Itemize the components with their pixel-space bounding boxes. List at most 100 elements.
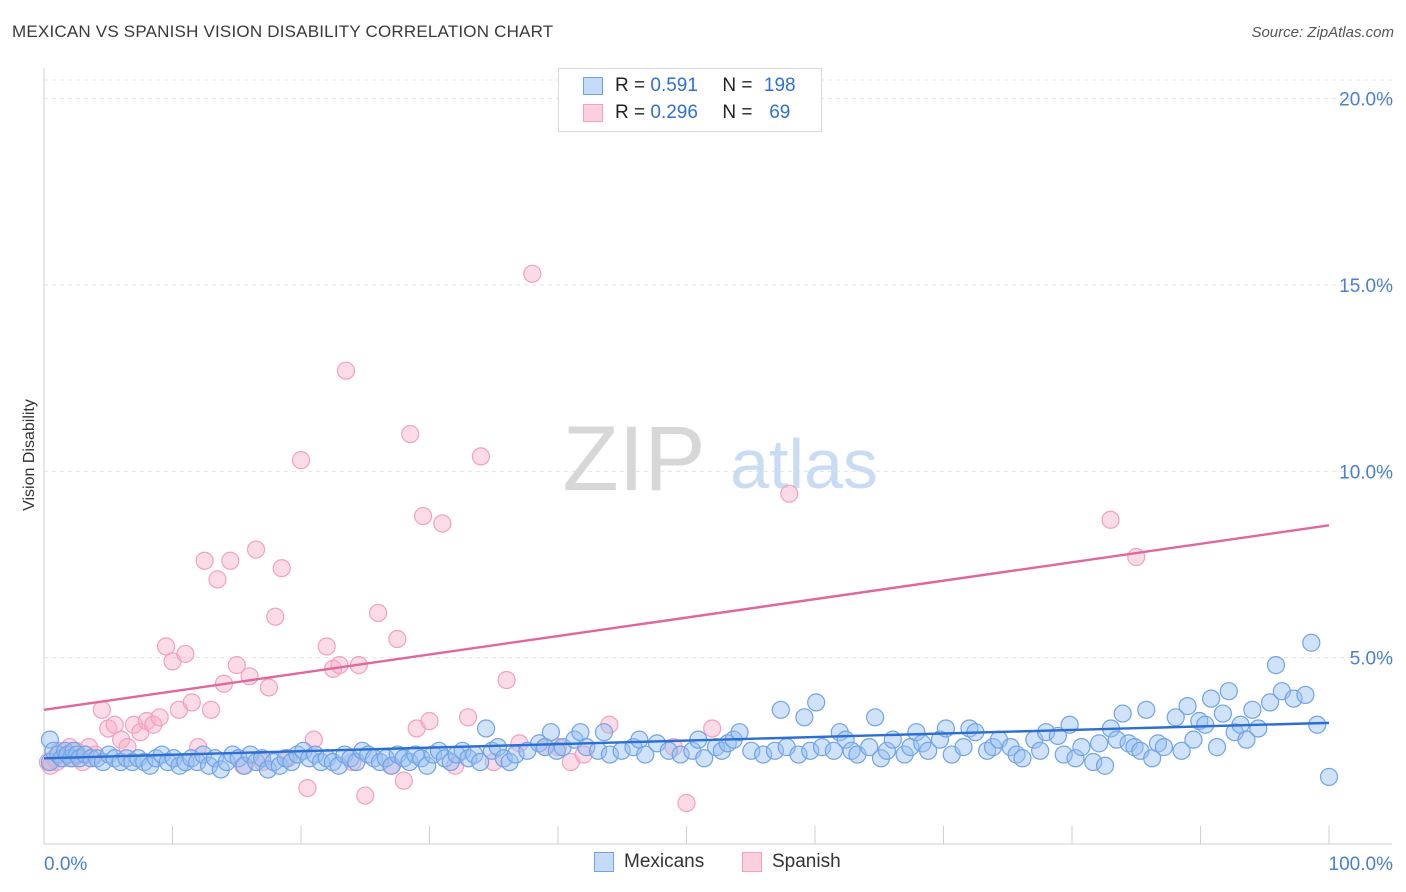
mexicans-point (860, 738, 879, 757)
spanish-point (227, 656, 246, 675)
mexicans-point (141, 756, 160, 775)
stats-row-spanish: R = 0.296 N = 69 (583, 102, 802, 124)
mexicans-point (270, 756, 289, 775)
mexicans-point (1184, 730, 1203, 749)
mexicans-point (695, 749, 714, 768)
mexicans-point (636, 745, 655, 764)
spanish-point (574, 745, 593, 764)
x-tick-label: 100.0% (1329, 854, 1394, 875)
mexicans-point (600, 745, 619, 764)
spanish-point (433, 514, 452, 533)
mexicans-point (400, 752, 419, 772)
spanish-point (780, 484, 799, 503)
tick-labels: 5.0% 10.0% 15.0% 20.0% 0.0% 100.0% (44, 90, 1393, 875)
spanish-point (420, 711, 439, 731)
mexicans-point (1113, 704, 1132, 723)
mexicans-point (866, 708, 885, 727)
spanish-point (195, 551, 214, 570)
spanish-legend-swatch (742, 852, 762, 872)
legend-item-mexicans[interactable]: Mexicans (594, 851, 704, 873)
r-key: R = (615, 75, 646, 96)
mexicans-point (1296, 685, 1315, 705)
mexicans-point (1308, 715, 1327, 734)
n-value-spanish: 69 (769, 102, 791, 123)
mexicans-point (671, 745, 690, 764)
mexicans-point (1260, 693, 1280, 712)
mexicans-point (211, 760, 230, 779)
stats-legend: R = 0.591 N = 198 R = 0.296 N = 69 (558, 68, 822, 132)
mexicans-point (418, 756, 437, 775)
mexicans-point (954, 738, 973, 757)
mexicans-point (235, 756, 254, 775)
mexicans-point (1202, 689, 1221, 708)
mexicans-point (930, 730, 950, 749)
mexicans-point (871, 749, 891, 768)
series-legend: Mexicans Spanish (0, 851, 1406, 877)
spanish-point (330, 656, 349, 675)
mexicans-point (471, 752, 490, 772)
spanish-point (523, 264, 542, 283)
spanish-point (703, 719, 722, 738)
legend-label-mexicans: Mexicans (624, 851, 705, 872)
mexicans-point (771, 700, 790, 719)
spanish-point (356, 786, 375, 805)
spanish-point (176, 644, 195, 664)
mexicans-point (712, 741, 731, 760)
spanish-point (259, 678, 278, 697)
mexicans-point (594, 723, 614, 742)
mexicans-point (1001, 738, 1020, 757)
chart-title: MEXICAN VS SPANISH VISION DISABILITY COR… (12, 22, 554, 41)
spanish-swatch (583, 104, 603, 122)
spanish-point (208, 570, 227, 589)
spanish-point (401, 424, 420, 444)
mexicans-point (812, 738, 832, 757)
mexicans-point (1137, 700, 1156, 719)
r-value-mexicans: 0.591 (650, 75, 698, 96)
spanish-point (677, 793, 696, 813)
spanish-point (182, 693, 201, 712)
mexicans-point (1178, 697, 1197, 716)
mexicans-point (1084, 752, 1103, 772)
watermark-zip: ZIP (562, 408, 705, 510)
mexicans-point (476, 719, 496, 738)
mexicans-point (1054, 745, 1073, 764)
mexicans-point (1090, 734, 1109, 753)
mexicans-point (742, 741, 761, 760)
mexicans-point (199, 756, 219, 775)
mexicans-point (1031, 741, 1050, 760)
mexicans-swatch (583, 77, 603, 95)
legend-item-spanish[interactable]: Spanish (742, 851, 841, 873)
mexicans-point (795, 708, 814, 727)
mexicans-point (1013, 749, 1032, 768)
mexicans-point (412, 749, 431, 768)
watermark: ZIP atlas (562, 408, 878, 510)
spanish-point (413, 506, 433, 526)
mexicans-point (40, 730, 59, 749)
mexicans-point (441, 752, 460, 772)
mexicans-point (241, 745, 260, 764)
mexicans-point (258, 760, 278, 779)
spanish-point (304, 730, 323, 749)
spanish-point (484, 752, 503, 772)
spanish-point (317, 637, 336, 656)
mexicans-point (1172, 741, 1191, 760)
mexicans-point (919, 741, 938, 760)
mexicans-point (754, 745, 773, 764)
spanish-point (336, 361, 356, 380)
y-tick-label: 5.0% (1350, 649, 1393, 670)
mexicans-legend-swatch (594, 852, 614, 872)
mexicans-point (659, 741, 678, 760)
r-value-spanish: 0.296 (650, 102, 698, 123)
mexicans-point (1095, 756, 1115, 775)
spanish-point (221, 551, 240, 570)
mexicans-point (1166, 708, 1185, 727)
spanish-point (458, 708, 478, 727)
mexicans-point (824, 741, 843, 760)
spanish-point (471, 447, 490, 466)
mexicans-point (1243, 700, 1262, 719)
mexicans-point (801, 741, 820, 760)
mexicans-point (252, 749, 272, 768)
mexicans-point (1048, 726, 1067, 746)
mexicans-point (730, 723, 749, 742)
